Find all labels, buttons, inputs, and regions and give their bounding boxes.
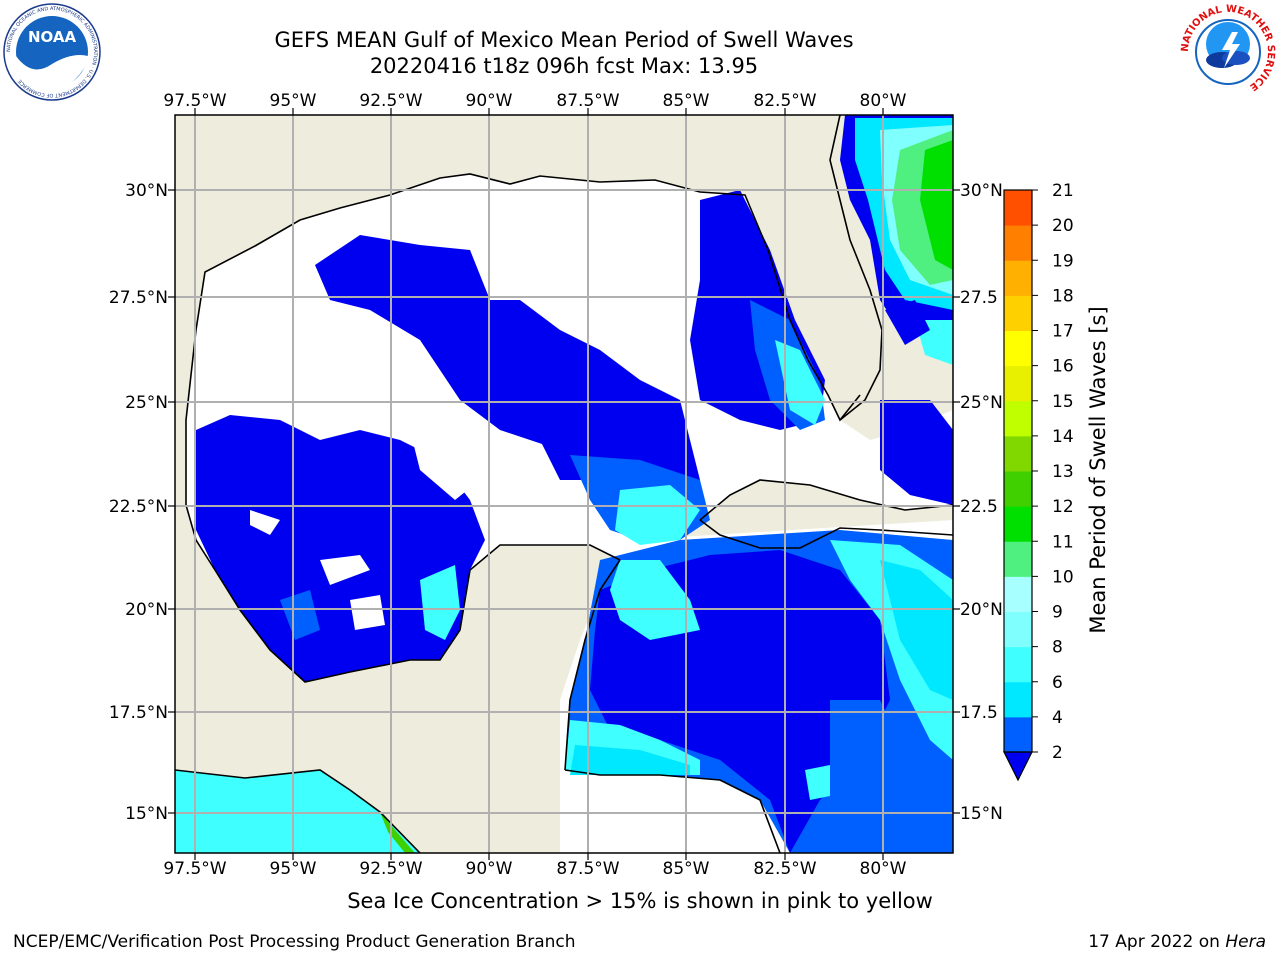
colorbar-tick-label: 14 [1052,427,1074,447]
pacific-ocean [175,770,420,853]
colorbar-tick-label: 8 [1052,638,1063,658]
colorbar-segment [1004,541,1032,577]
colorbar-tick-label: 12 [1052,497,1074,517]
lon-tick-bottom: 95°W [270,859,317,879]
lat-tick-right: 27.5 [960,288,998,308]
lat-tick-left: 22.5°N [109,497,168,517]
map-gridlines [175,115,953,853]
colorbar-tick-label: 16 [1052,357,1074,377]
swell-region-west [196,415,485,682]
lat-tick-right: 22.5 [960,497,998,517]
lat-tick-left: 20°N [125,600,168,620]
colorbar-segment [1004,646,1032,683]
colorbar-tick-label: 17 [1052,322,1074,342]
colorbar-tick-label: 15 [1052,392,1074,412]
coastline [175,115,953,853]
lon-tick-top: 95°W [270,91,317,111]
colorbar-segment [1004,435,1032,472]
lon-tick-bottom: 90°W [466,859,513,879]
colorbar-segment [1004,330,1032,367]
colorbar-segment [1004,365,1032,402]
nws-logo: NATIONAL WEATHER SERVICE [1180,4,1276,99]
lat-tick-left: 15°N [125,804,168,824]
colorbar-segment [1004,295,1032,331]
colorbar-tick-label: 10 [1052,567,1074,587]
lon-tick-top: 97.5°W [163,91,226,111]
map-frame [174,114,954,854]
colorbar-segment [1004,716,1032,753]
colorbar-tick-label: 9 [1052,603,1063,623]
lon-tick-top: 82.5°W [753,91,816,111]
lon-tick-bottom: 82.5°W [753,859,816,879]
footer-credit: NCEP/EMC/Verification Post Processing Pr… [13,932,576,952]
footer-date-text: 17 Apr 2022 on [1088,932,1226,952]
lon-tick-bottom: 80°W [860,859,907,879]
colorbar-tick-label: 20 [1052,216,1074,236]
colorbar-segment [1004,576,1032,612]
lat-tick-left: 30°N [125,181,168,201]
noaa-logo: NOAA NATIONAL OCEANIC AND ATMOSPHERIC AD… [3,3,101,101]
colorbar-tick-label: 21 [1052,181,1074,201]
footer-date: 17 Apr 2022 on Hera [1088,932,1266,952]
colorbar-tick-label: 2 [1052,743,1063,763]
lon-tick-bottom: 87.5°W [556,859,619,879]
lat-tick-left: 25°N [125,393,168,413]
lon-tick-bottom: 97.5°W [163,859,226,879]
map-plot-area [175,115,953,853]
colorbar-segment [1004,471,1032,507]
lat-tick-right: 25°N [960,393,1003,413]
colorbar-segment [1004,260,1032,296]
colorbar-extend-arrow [1003,751,1033,782]
lat-tick-left: 17.5°N [109,703,168,723]
lat-tick-left: 27.5°N [109,288,168,308]
colorbar-segment [1004,681,1032,718]
lon-tick-top: 85°W [663,91,710,111]
colorbar: 2 4 6 8 9 10 11 12 13 14 15 16 17 18 19 20 21 [1003,181,1074,782]
lat-tick-right: 30°N [960,181,1003,201]
lat-tick-right: 17.5 [960,703,998,723]
colorbar-segment [1004,190,1032,226]
lon-tick-top: 87.5°W [556,91,619,111]
map-subtitle: 20220416 t18z 096h fcst Max: 13.95 [369,54,759,78]
noaa-logo-text: NOAA [28,28,77,46]
lat-tick-right: 20°N [960,600,1003,620]
colorbar-segment [1004,506,1032,542]
colorbar-label: Mean Period of Swell Waves [s] [1086,306,1110,634]
axis-ticks: 97.5°W 97.5°W 95°W 95°W 92.5°W 92.5°W 90°W 90°W… [109,91,1003,879]
colorbar-segment [1004,400,1032,437]
sea-ice-note: Sea Ice Concentration > 15% is shown in … [347,889,933,913]
lon-tick-top: 80°W [860,91,907,111]
colorbar-tick-label: 13 [1052,462,1074,482]
colorbar-tick-label: 6 [1052,673,1063,693]
footer-host: Hera [1225,932,1266,952]
lon-tick-top: 90°W [466,91,513,111]
lon-tick-bottom: 85°W [663,859,710,879]
colorbar-tick-label: 4 [1052,708,1063,728]
lon-tick-top: 92.5°W [359,91,422,111]
colorbar-tick-label: 18 [1052,286,1074,306]
colorbar-segment [1004,611,1032,648]
lon-tick-bottom: 92.5°W [359,859,422,879]
lat-tick-right: 15°N [960,804,1003,824]
colorbar-tick-label: 19 [1052,251,1074,271]
colorbar-segment [1004,225,1032,261]
map-title: GEFS MEAN Gulf of Mexico Mean Period of … [274,28,854,52]
colorbar-tick-label: 11 [1052,532,1074,552]
